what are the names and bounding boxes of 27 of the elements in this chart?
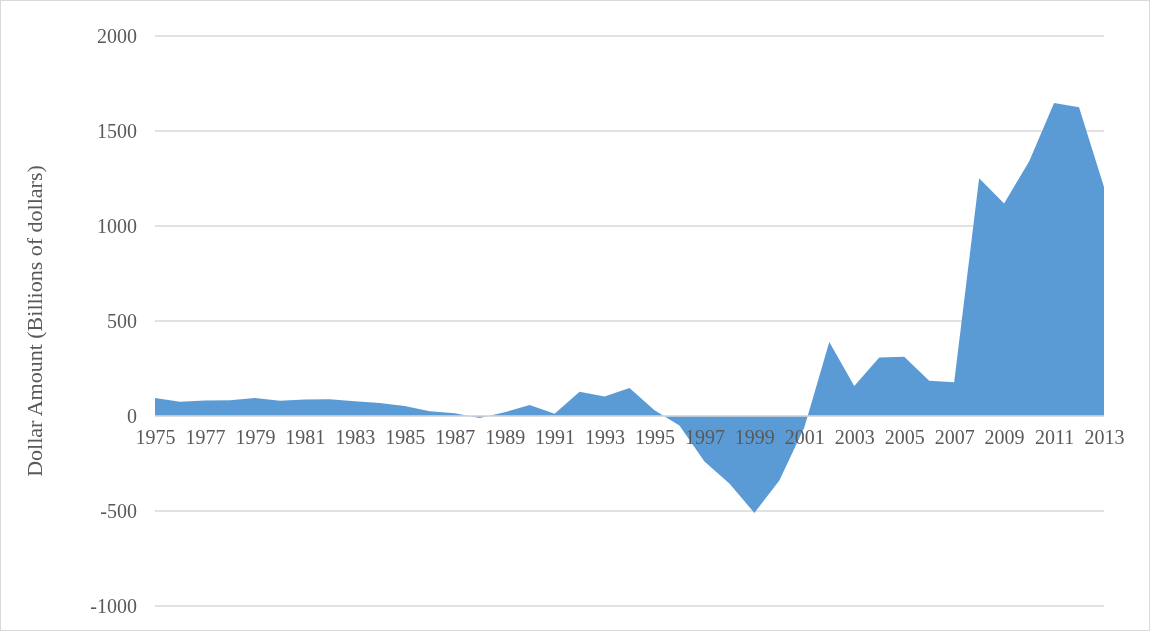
y-tick-label: 1500 (97, 119, 137, 142)
y-axis-title: Dollar Amount (Billions of dollars) (22, 165, 47, 477)
x-tick-label: 1981 (285, 426, 326, 449)
x-tick-label: 2013 (1084, 426, 1125, 449)
x-tick-label: 2011 (1034, 426, 1075, 449)
x-tick-label: 1987 (435, 426, 476, 449)
x-tick-label: 1977 (185, 426, 226, 449)
y-tick-label: 500 (107, 309, 137, 332)
y-tick-label: -500 (100, 499, 137, 522)
x-tick-label: 1993 (585, 426, 626, 449)
x-tick-label: 1985 (385, 426, 426, 449)
y-tick-label: -1000 (90, 594, 137, 617)
x-tick-label: 1975 (135, 426, 176, 449)
y-tick-label: 2000 (97, 24, 137, 47)
x-tick-label: 1979 (235, 426, 276, 449)
y-tick-label: 0 (127, 404, 137, 427)
x-tick-label: 2005 (884, 426, 925, 449)
x-tick-label: 2003 (834, 426, 875, 449)
x-tick-label: 1997 (684, 426, 725, 449)
x-tick-label: 1999 (734, 426, 775, 449)
x-tick-label: 2007 (934, 426, 975, 449)
x-tick-label: 1983 (335, 426, 376, 449)
x-tick-label: 1995 (634, 426, 675, 449)
x-tick-label: 1989 (485, 426, 526, 449)
x-tick-label: 2009 (984, 426, 1025, 449)
x-tick-label: 1991 (535, 426, 576, 449)
y-tick-label: 1000 (97, 214, 137, 237)
